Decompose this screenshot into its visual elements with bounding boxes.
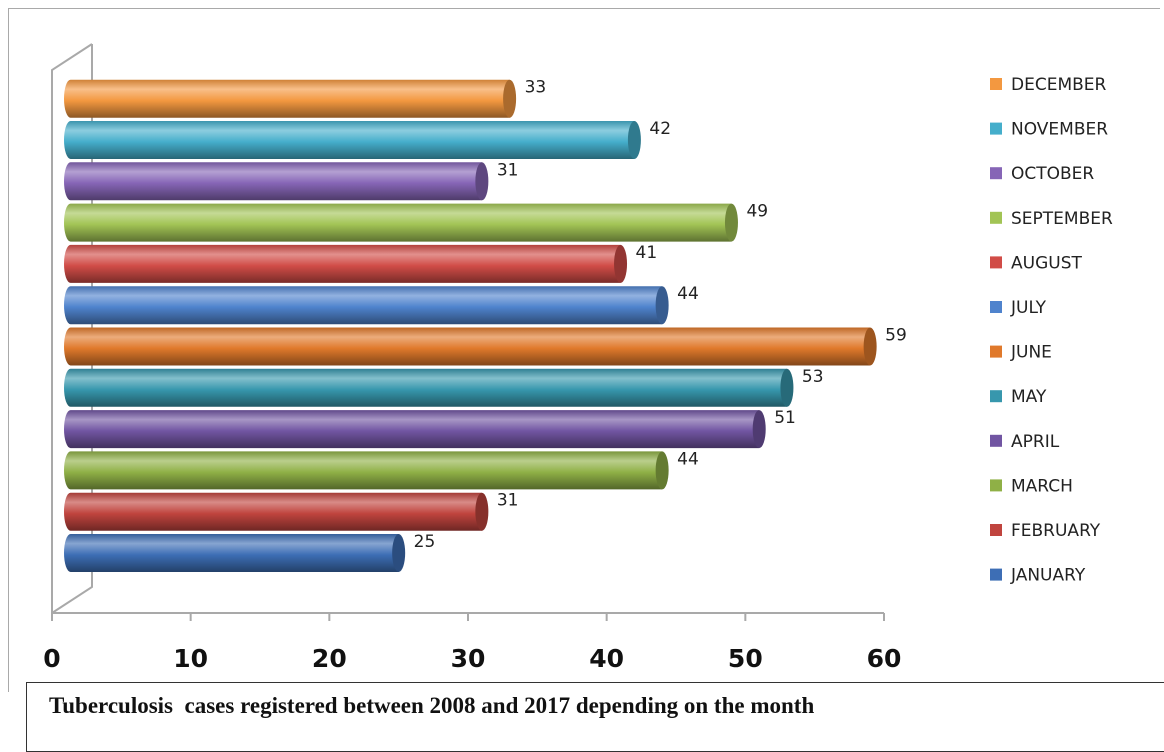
bar-body: [64, 410, 760, 449]
bar-october: [64, 162, 489, 201]
bar-may: [64, 368, 794, 407]
legend-item-july: JULY: [990, 298, 1047, 318]
legend-swatch: [990, 524, 1002, 536]
legend-label: AUGUST: [1011, 253, 1082, 273]
bar-march: [64, 451, 669, 490]
legend-swatch: [990, 568, 1002, 581]
data-label-december: 33: [525, 78, 547, 98]
legend-item-october: OCTOBER: [990, 164, 1094, 184]
legend-swatch: [990, 345, 1002, 358]
legend-item-august: AUGUST: [990, 253, 1082, 273]
bar-cap: [724, 203, 738, 242]
bar-cap: [655, 286, 669, 325]
data-label-july: 44: [677, 284, 699, 304]
bar-cap: [863, 327, 877, 366]
legend-swatch: [990, 167, 1002, 180]
data-labels: 25 31 44 51 53 59 44 41 49 31 42 33: [414, 78, 907, 552]
bar-cap: [392, 534, 406, 572]
legend-item-february: FEBRUARY: [990, 521, 1101, 541]
bar-cap: [475, 492, 489, 531]
bar-cap: [503, 79, 517, 118]
data-label-october: 31: [497, 160, 519, 180]
legend-item-december: DECEMBER: [990, 75, 1107, 95]
bar-april: [64, 410, 766, 449]
data-label-may: 53: [802, 367, 824, 387]
bar-december: [64, 79, 517, 118]
bar-september: [64, 203, 738, 242]
data-label-january: 25: [414, 532, 436, 552]
legend-swatch: [990, 390, 1002, 403]
bar-november: [64, 121, 641, 160]
bar-june: [64, 327, 877, 366]
bar-cap: [614, 244, 628, 283]
bar-february: [64, 492, 489, 531]
figure-caption: Tuberculosis cases registered between 20…: [49, 693, 815, 718]
data-label-february: 31: [497, 491, 519, 511]
data-label-march: 44: [677, 449, 699, 469]
legend-label: JULY: [1010, 298, 1047, 318]
chart-frame: [8, 8, 1160, 692]
legend-label: JANUARY: [1010, 566, 1086, 586]
bar-body: [64, 162, 482, 201]
bars: [64, 79, 877, 572]
bar-cap: [627, 121, 641, 159]
caption-box: Tuberculosis cases registered between 20…: [26, 682, 1164, 752]
legend-label: OCTOBER: [1011, 164, 1094, 184]
x-tick-label: 40: [589, 644, 624, 673]
legend-swatch: [990, 256, 1002, 269]
bar-body: [64, 451, 663, 490]
legend-item-january: JANUARY: [990, 566, 1086, 586]
legend-label: MAY: [1011, 387, 1047, 407]
bar-body: [64, 203, 732, 242]
x-tick-label: 0: [43, 644, 60, 673]
data-label-november: 42: [649, 119, 671, 139]
legend-swatch: [990, 479, 1002, 492]
legend-item-march: MARCH: [990, 476, 1073, 496]
legend-swatch: [990, 301, 1002, 313]
legend-label: DECEMBER: [1011, 75, 1107, 95]
bar-body: [64, 534, 399, 572]
bar-cap: [752, 410, 766, 449]
legend-label: NOVEMBER: [1011, 120, 1108, 140]
data-label-april: 51: [774, 408, 796, 428]
legend-swatch: [990, 78, 1002, 90]
bar-body: [64, 368, 787, 407]
bar-body: [64, 286, 663, 325]
legend-swatch: [990, 122, 1002, 135]
bar-body: [64, 327, 871, 366]
bar-cap: [780, 368, 794, 407]
legend-item-september: SEPTEMBER: [990, 209, 1113, 229]
data-label-september: 49: [746, 202, 768, 222]
legend: DECEMBER NOVEMBER OCTOBER SEPTEMBER AUGUST JU…: [990, 75, 1113, 586]
bar-august: [64, 244, 628, 283]
legend-label: FEBRUARY: [1011, 521, 1101, 541]
legend-item-may: MAY: [990, 387, 1047, 407]
legend-swatch: [990, 211, 1002, 224]
x-tick-label: 10: [173, 644, 208, 673]
x-tick-label: 50: [728, 644, 763, 673]
data-label-august: 41: [636, 243, 658, 263]
bar-body: [64, 121, 635, 160]
legend-swatch: [990, 434, 1002, 447]
x-tick-label: 60: [867, 644, 902, 673]
legend-item-june: JUNE: [990, 343, 1052, 363]
bar-cap: [655, 451, 669, 490]
bar-july: [64, 286, 669, 325]
bar-cap: [475, 162, 489, 201]
x-axis: 0 10 20 30 40 50 60: [43, 613, 901, 673]
bar-body: [64, 79, 510, 118]
bar-body: [64, 244, 621, 283]
legend-label: SEPTEMBER: [1011, 209, 1113, 229]
x-tick-label: 30: [451, 644, 486, 673]
bar-body: [64, 492, 482, 531]
data-label-june: 59: [885, 326, 907, 346]
legend-label: APRIL: [1011, 432, 1060, 452]
legend-item-november: NOVEMBER: [990, 120, 1108, 140]
bar-january: [64, 534, 406, 572]
legend-item-april: APRIL: [990, 432, 1060, 452]
legend-label: MARCH: [1011, 476, 1073, 496]
legend-label: JUNE: [1010, 343, 1052, 363]
x-tick-label: 20: [312, 644, 347, 673]
